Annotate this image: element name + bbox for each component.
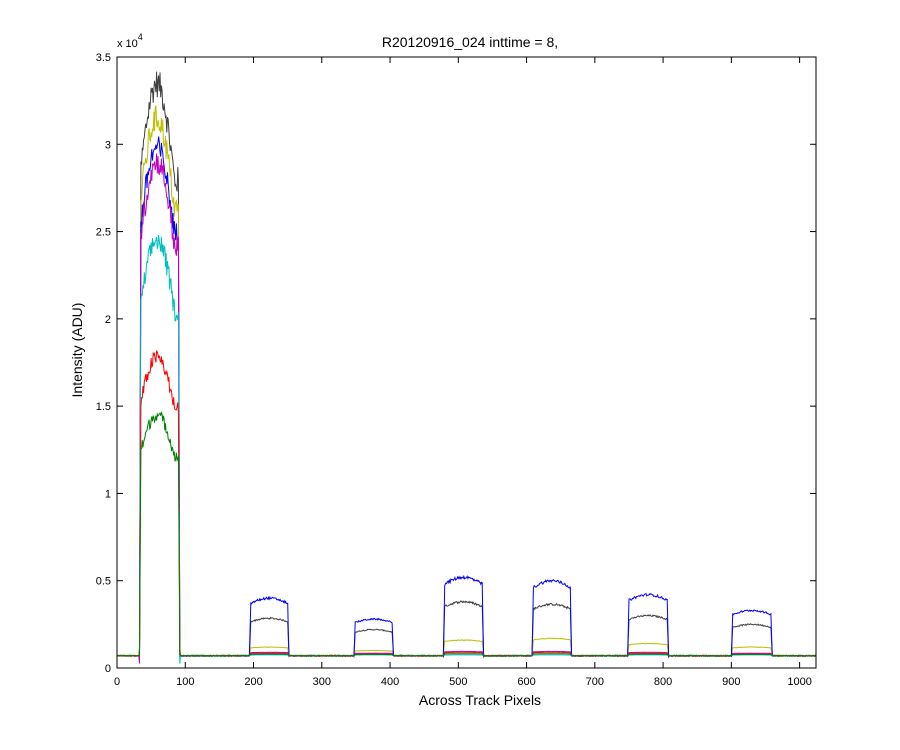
series-layer [116, 71, 817, 664]
x-tick-label: 200 [244, 676, 262, 688]
y-axis-multiplier-base: x 10 [117, 38, 138, 50]
x-tick-label: 100 [176, 676, 194, 688]
y-tick-label: 1 [105, 488, 111, 500]
plot-area-frame [116, 56, 817, 669]
x-tick-label: 800 [654, 676, 672, 688]
y-tick-label: 0 [105, 663, 111, 675]
y-tick-label: 3 [105, 139, 111, 151]
x-tick-label: 400 [381, 676, 399, 688]
y-tick-label: 1.5 [96, 401, 111, 413]
x-axis-label: Across Track Pixels [419, 692, 541, 708]
y-axis-multiplier: x 104 [117, 32, 143, 50]
x-axis: 0 100 200 300 400 500 600 700 800 900 1000 [114, 57, 812, 688]
y-tick-label: 0.5 [96, 576, 111, 588]
y-tick-label: 3.5 [96, 52, 111, 64]
x-tick-label: 700 [586, 676, 604, 688]
y-axis-label: Intensity (ADU) [69, 303, 85, 398]
x-tick-label: 900 [722, 676, 740, 688]
series-line [116, 410, 817, 658]
y-axis: 0 0.5 1 1.5 2 2.5 3 3.5 [96, 52, 816, 675]
x-tick-label: 600 [517, 676, 535, 688]
chart-title: R20120916_024 inttime = 8, [382, 34, 558, 50]
x-tick-label: 1000 [787, 676, 811, 688]
x-tick-label: 0 [114, 676, 120, 688]
y-tick-label: 2 [105, 314, 111, 326]
x-tick-label: 500 [449, 676, 467, 688]
x-tick-label: 300 [313, 676, 331, 688]
plot-area-background [117, 57, 816, 668]
y-axis-multiplier-exponent: 4 [138, 32, 143, 42]
y-tick-label: 2.5 [96, 227, 111, 239]
